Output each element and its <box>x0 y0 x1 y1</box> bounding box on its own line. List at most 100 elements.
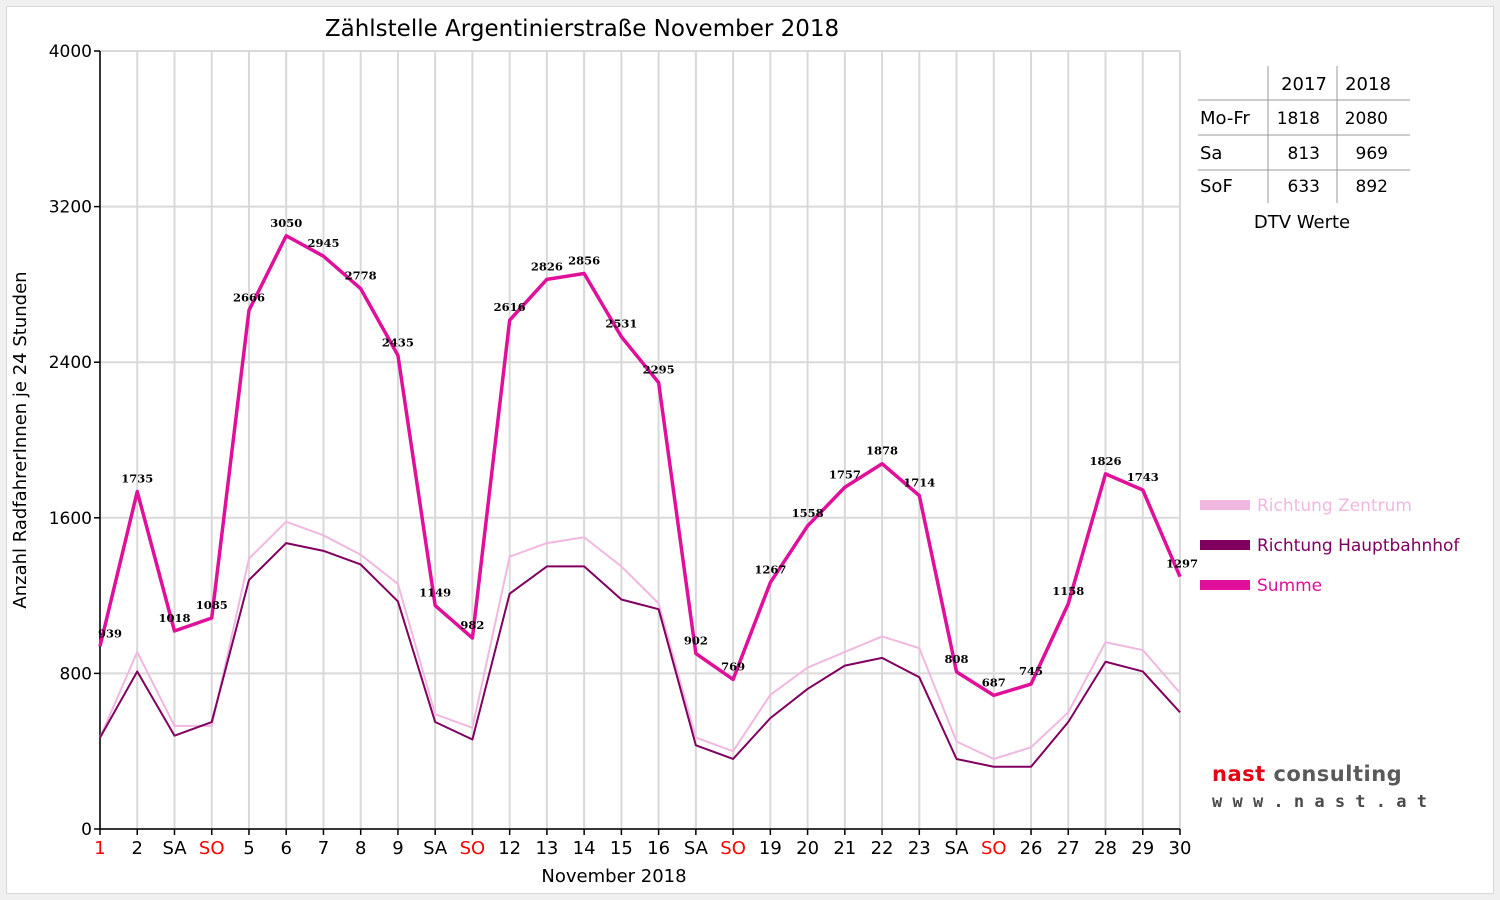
y-tick-label: 4000 <box>49 42 92 62</box>
series-line-3 <box>98 234 1182 698</box>
chart-frame <box>6 6 1494 894</box>
x-tick-label: SO <box>981 838 1007 859</box>
x-tick-label: 20 <box>796 838 819 859</box>
data-label: 2826 <box>531 259 563 273</box>
table-cell: 813 <box>1288 144 1320 164</box>
series-line-2 <box>99 542 1181 768</box>
legend-swatch <box>1200 500 1250 510</box>
table-cell: 2080 <box>1345 109 1388 129</box>
legend-label: Richtung Zentrum <box>1257 496 1412 516</box>
table-row-label: SoF <box>1200 176 1233 197</box>
x-tick-label: 29 <box>1131 838 1154 859</box>
series-line-1 <box>99 520 1181 760</box>
legend-label: Richtung Hauptbahnhof <box>1257 536 1460 556</box>
data-labels: 939 1735 1018 1085 2666 3050 2945 2778 2435 1149 9… <box>98 216 1198 690</box>
data-label: 1085 <box>196 598 228 612</box>
legend-label: Summe <box>1257 576 1322 596</box>
data-label: 2778 <box>345 269 377 283</box>
legend-swatch <box>1200 540 1250 550</box>
table-cell: 892 <box>1356 177 1388 197</box>
data-label: 1158 <box>1052 584 1084 598</box>
company-logo: nast consulting w w w . n a s t . a t <box>1200 750 1443 824</box>
series-lines <box>98 234 1182 768</box>
y-axis-ticks: 0 800 1600 2400 3200 4000 <box>49 42 100 840</box>
x-tick-label: 30 <box>1169 838 1192 859</box>
y-tick-label: 2400 <box>49 353 92 373</box>
data-label: 902 <box>684 634 708 648</box>
data-label: 2856 <box>568 254 600 268</box>
x-tick-label: 16 <box>647 838 670 859</box>
x-tick-label: SO <box>460 838 486 859</box>
table-row-label: Mo-Fr <box>1200 108 1250 129</box>
table-cell: 969 <box>1356 144 1388 164</box>
x-tick-label: SO <box>720 838 746 859</box>
data-label: 2295 <box>643 363 675 377</box>
x-tick-label: 6 <box>280 838 291 859</box>
chart-title: Zählstelle Argentinierstraße November 20… <box>325 16 839 42</box>
x-tick-label: 27 <box>1057 838 1080 859</box>
x-tick-label: 5 <box>243 838 254 859</box>
table-header: 2018 <box>1345 74 1391 95</box>
x-tick-label: SA <box>684 838 709 859</box>
data-label: 982 <box>460 618 484 632</box>
x-tick-label: 21 <box>833 838 856 859</box>
data-label: 1714 <box>903 476 935 490</box>
table-cell: 1818 <box>1277 109 1320 129</box>
data-label: 2435 <box>382 335 414 349</box>
x-tick-label: 9 <box>392 838 403 859</box>
table-cell: 633 <box>1288 177 1320 197</box>
data-label: 2945 <box>307 236 339 250</box>
x-tick-label: 22 <box>871 838 894 859</box>
x-tick-label: 15 <box>610 838 633 859</box>
data-label: 2531 <box>605 317 637 331</box>
data-label: 1149 <box>419 586 451 600</box>
data-label: 1735 <box>121 472 153 486</box>
table-row-label: Sa <box>1200 143 1222 164</box>
x-tick-label: 28 <box>1094 838 1117 859</box>
data-label: 2666 <box>233 290 265 304</box>
data-label: 1826 <box>1090 454 1122 468</box>
x-tick-label: SA <box>162 838 187 859</box>
x-tick-label: SA <box>423 838 448 859</box>
x-tick-label: 2 <box>132 838 143 859</box>
x-tick-label: 14 <box>573 838 596 859</box>
y-tick-label: 800 <box>60 664 92 684</box>
data-label: 687 <box>982 675 1006 689</box>
grid <box>99 50 1181 830</box>
logo-url: w w w . n a s t . a t <box>1212 792 1427 812</box>
y-tick-label: 1600 <box>49 509 92 529</box>
x-tick-label: SA <box>945 838 970 859</box>
x-tick-label: 23 <box>908 838 931 859</box>
dtv-table: 2017 2018 Mo-Fr 1818 2080 Sa 813 969 SoF 633 892 DT… <box>1198 66 1410 233</box>
x-tick-label: 13 <box>535 838 558 859</box>
x-axis-ticks: 1 2 SA SO 5 6 7 8 9 SA SO 12 13 14 15 16 SA SO 19 20 21 22 23 S… <box>94 829 1191 859</box>
data-label: 1558 <box>792 506 824 520</box>
table-caption: DTV Werte <box>1254 212 1350 233</box>
data-label: 2616 <box>494 300 526 314</box>
x-tick-label: 8 <box>355 838 366 859</box>
y-axis-label: Anzahl RadfahrerInnen je 24 Stunden <box>10 271 31 608</box>
x-tick-label: 26 <box>1020 838 1043 859</box>
y-tick-label: 0 <box>81 820 92 840</box>
x-tick-label: 19 <box>759 838 782 859</box>
x-tick-label: 1 <box>94 838 105 859</box>
data-label: 1267 <box>754 563 786 577</box>
axes <box>99 51 1180 830</box>
data-label: 1743 <box>1127 470 1159 484</box>
x-tick-label: 7 <box>318 838 329 859</box>
legend: Richtung Zentrum Richtung Hauptbahnhof Sum… <box>1200 496 1460 596</box>
x-tick-label: SO <box>199 838 225 859</box>
data-label: 1757 <box>829 467 861 481</box>
x-axis-label: November 2018 <box>541 866 686 887</box>
x-tick-label: 12 <box>498 838 521 859</box>
legend-swatch <box>1200 580 1250 590</box>
data-label: 745 <box>1019 664 1043 678</box>
data-label: 808 <box>945 652 969 666</box>
data-label: 1297 <box>1166 557 1198 571</box>
data-label: 939 <box>98 626 122 640</box>
data-label: 1018 <box>158 611 190 625</box>
logo-wordmark: nast consulting <box>1212 762 1403 786</box>
y-tick-label: 3200 <box>49 198 92 218</box>
data-label: 1878 <box>866 444 898 458</box>
